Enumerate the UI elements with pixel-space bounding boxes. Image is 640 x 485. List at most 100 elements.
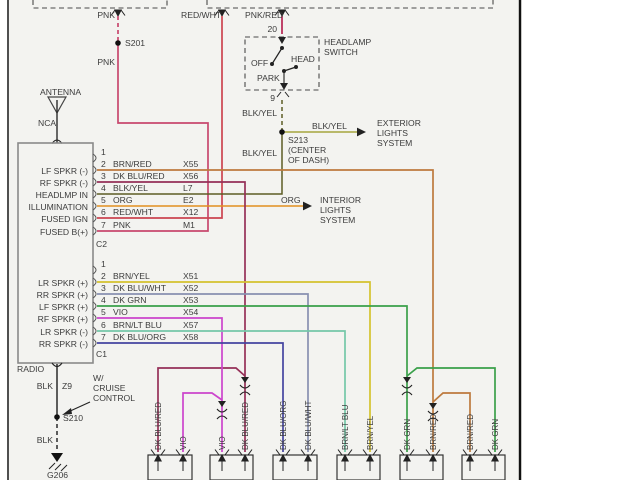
- svg-text:PNK: PNK: [113, 220, 131, 230]
- svg-text:DK BLU/RED: DK BLU/RED: [241, 402, 250, 450]
- wire-dk-grn-branch: [406, 367, 496, 452]
- svg-text:BRN/LT BLU: BRN/LT BLU: [113, 320, 162, 330]
- wire-dk-blu-red-branch: [157, 367, 246, 452]
- svg-text:DK GRN: DK GRN: [491, 419, 500, 450]
- svg-text:BRN/RED: BRN/RED: [429, 414, 438, 450]
- top-component-box-right: [206, 0, 494, 9]
- label-park: PARK: [257, 73, 280, 83]
- label-cruise-2: CRUISE: [93, 383, 126, 393]
- svg-text:DK GRN: DK GRN: [113, 295, 146, 305]
- label-antenna: ANTENNA: [40, 87, 81, 97]
- svg-text:RF SPKR (+): RF SPKR (+): [38, 314, 89, 324]
- label-blk-yel-lower: BLK/YEL: [242, 148, 277, 158]
- wire-brn-lt-blu: [97, 330, 346, 452]
- svg-text:DK BLU/RED: DK BLU/RED: [154, 402, 163, 450]
- svg-text:VIO: VIO: [179, 436, 188, 450]
- svg-text:BRN/RED: BRN/RED: [466, 414, 475, 450]
- svg-text:2: 2: [101, 271, 106, 281]
- top-component-box-left: [32, 0, 168, 9]
- svg-text:DK GRN: DK GRN: [403, 419, 412, 450]
- label-head: HEAD: [291, 54, 315, 64]
- radio-box: [17, 142, 94, 364]
- svg-text:DK BLU/WHT: DK BLU/WHT: [113, 283, 167, 293]
- svg-text:DK BLU/ORG: DK BLU/ORG: [113, 332, 166, 342]
- label-pin-9: 9: [270, 93, 275, 103]
- wire-dk-blu-red: [97, 181, 246, 452]
- label-headlamp-2: SWITCH: [324, 47, 358, 57]
- label-off: OFF: [251, 58, 268, 68]
- svg-text:RR SPKR (-): RR SPKR (-): [39, 339, 88, 349]
- label-blk-upper: BLK: [37, 381, 54, 391]
- svg-text:6: 6: [101, 207, 106, 217]
- splice-s213-dot: [279, 129, 285, 135]
- svg-text:7: 7: [101, 332, 106, 342]
- label-org: ORG: [281, 195, 301, 205]
- label-interior-2: LIGHTS: [320, 205, 351, 215]
- svg-text:2: 2: [101, 159, 106, 169]
- wire-pnk: [97, 43, 209, 232]
- svg-text:RED/WHT: RED/WHT: [113, 207, 154, 217]
- label-s210: S210: [63, 413, 83, 423]
- svg-text:DK BLU/RED: DK BLU/RED: [113, 171, 165, 181]
- svg-text:DK BLU/ORG: DK BLU/ORG: [279, 401, 288, 450]
- svg-text:X51: X51: [183, 271, 199, 281]
- svg-text:VIO: VIO: [113, 307, 128, 317]
- label-c2: C2: [96, 239, 107, 249]
- svg-text:BRN/YEL: BRN/YEL: [366, 415, 375, 450]
- left-margin: [0, 0, 7, 480]
- label-exterior-1: EXTERIOR: [377, 118, 421, 128]
- svg-text:X52: X52: [183, 283, 199, 293]
- bottom-terminal-arrows: [150, 449, 503, 471]
- label-cruise-3: CONTROL: [93, 393, 135, 403]
- label-exterior-3: SYSTEM: [377, 138, 412, 148]
- svg-text:X58: X58: [183, 332, 199, 342]
- svg-text:X55: X55: [183, 159, 199, 169]
- label-interior-3: SYSTEM: [320, 215, 355, 225]
- label-s213-1: S213: [288, 135, 308, 145]
- svg-text:E2: E2: [183, 195, 194, 205]
- svg-text:LF SPKR (-): LF SPKR (-): [41, 166, 88, 176]
- label-red-wht: RED/WHT: [181, 10, 222, 20]
- svg-text:X54: X54: [183, 307, 199, 317]
- inline-connector-vio: [216, 401, 228, 420]
- svg-text:7: 7: [101, 220, 106, 230]
- wire-brn-yel: [97, 281, 371, 452]
- label-headlamp-1: HEADLAMP: [324, 37, 372, 47]
- splice-s210-dot: [54, 414, 60, 420]
- label-s213-3: OF DASH): [288, 155, 329, 165]
- label-nca: NCA: [38, 118, 56, 128]
- top-connector-terminals: [110, 9, 290, 17]
- wire-vio-branch: [182, 392, 223, 452]
- svg-text:LF SPKR (+): LF SPKR (+): [39, 302, 88, 312]
- label-pnk-lower: PNK: [97, 57, 115, 67]
- inline-connector-dk-blu-red: [239, 377, 251, 396]
- switch-wiper-off: [271, 47, 283, 65]
- svg-text:BLK/YEL: BLK/YEL: [113, 183, 148, 193]
- svg-text:LR SPKR (+): LR SPKR (+): [38, 278, 88, 288]
- label-exterior-2: LIGHTS: [377, 128, 408, 138]
- inline-connector-dk-grn: [401, 377, 413, 396]
- wire-dk-blu-wht: [97, 293, 309, 452]
- switch-wiper-head: [283, 66, 297, 72]
- svg-text:6: 6: [101, 320, 106, 330]
- label-s213-2: (CENTER: [288, 145, 326, 155]
- svg-text:X53: X53: [183, 295, 199, 305]
- svg-text:3: 3: [101, 283, 106, 293]
- svg-text:L7: L7: [183, 183, 193, 193]
- bottom-wire-labels: DK BLU/RED VIO VIO DK BLU/RED DK BLU/ORG…: [154, 401, 500, 450]
- svg-text:5: 5: [101, 195, 106, 205]
- interior-arrow: [303, 201, 312, 211]
- headlamp-pin9-terminal: [280, 83, 288, 90]
- svg-text:DK BLU/WHT: DK BLU/WHT: [304, 401, 313, 450]
- splice-s201-dot: [115, 40, 121, 46]
- svg-text:ORG: ORG: [113, 195, 133, 205]
- c2-pin1-num: 1: [101, 147, 106, 157]
- label-pnk-red: PNK/RED: [245, 10, 283, 20]
- label-z9: Z9: [62, 381, 72, 391]
- right-margin: [522, 0, 640, 480]
- svg-text:3: 3: [101, 171, 106, 181]
- svg-text:M1: M1: [183, 220, 195, 230]
- label-radio: RADIO: [17, 364, 45, 374]
- label-g206: G206: [47, 470, 68, 480]
